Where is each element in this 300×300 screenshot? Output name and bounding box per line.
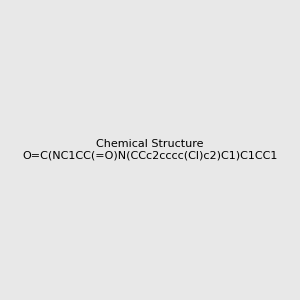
Text: Chemical Structure
O=C(NC1CC(=O)N(CCc2cccc(Cl)c2)C1)C1CC1: Chemical Structure O=C(NC1CC(=O)N(CCc2cc… [22,139,278,161]
